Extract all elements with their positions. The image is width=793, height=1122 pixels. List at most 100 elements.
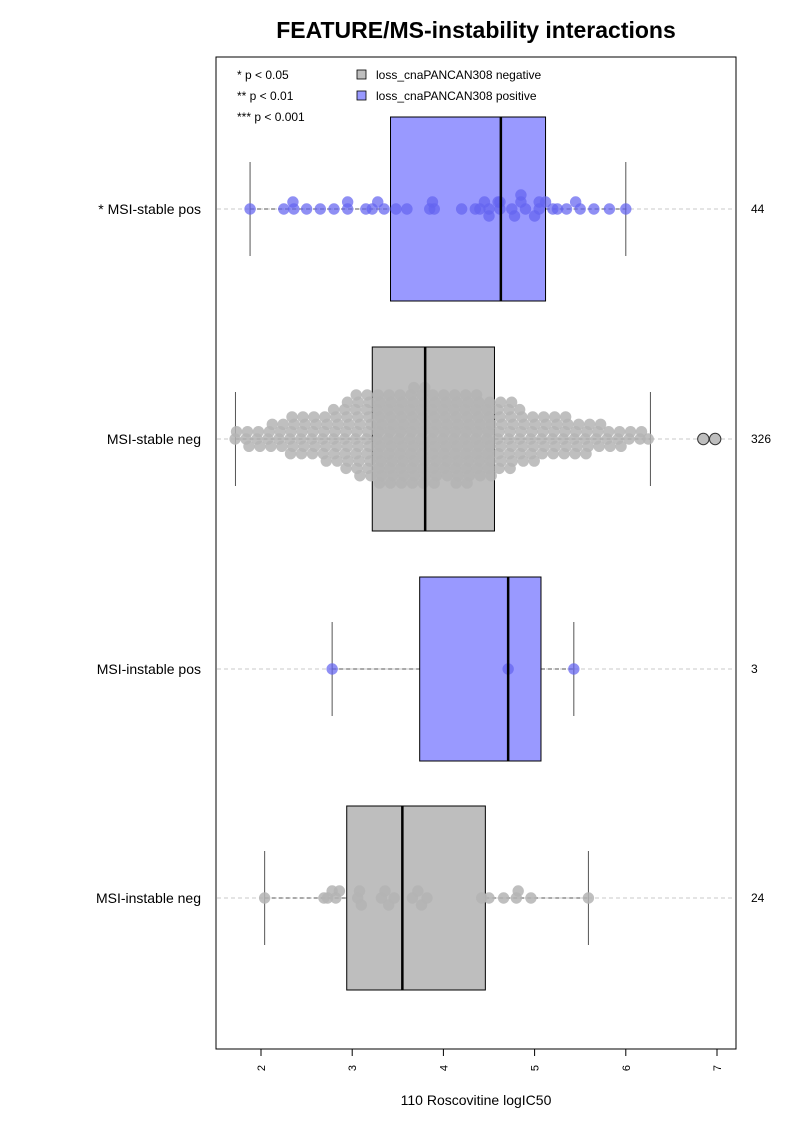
data-point — [582, 892, 595, 904]
data-point — [459, 389, 472, 401]
data-point — [353, 885, 366, 897]
data-point — [426, 196, 439, 208]
data-point — [508, 210, 521, 222]
group-count: 326 — [751, 432, 771, 446]
group-label: MSI-instable pos — [97, 661, 201, 677]
data-point — [504, 462, 516, 475]
data-point — [328, 203, 340, 215]
data-point — [286, 411, 298, 423]
data-point — [568, 663, 580, 675]
data-point — [417, 477, 430, 489]
data-point — [497, 892, 510, 904]
data-point — [412, 885, 424, 897]
data-point — [494, 396, 507, 408]
data-point — [588, 203, 600, 215]
data-point — [421, 892, 433, 904]
group-label: MSI-stable neg — [107, 431, 201, 447]
data-point — [517, 455, 529, 467]
median-layer — [401, 117, 510, 990]
x-axis-label: 110 Roscovitine logIC50 — [401, 1092, 552, 1108]
data-point — [308, 411, 320, 423]
data-point — [538, 411, 550, 423]
data-point — [470, 389, 483, 401]
data-point — [254, 440, 266, 453]
data-point — [341, 396, 354, 408]
data-point — [594, 418, 607, 430]
data-point — [278, 203, 290, 215]
data-point — [593, 440, 605, 453]
data-point — [620, 203, 632, 215]
group-label: * MSI-stable pos — [98, 201, 201, 217]
legend-swatch — [356, 90, 367, 101]
data-point — [287, 196, 299, 208]
data-point — [569, 196, 582, 208]
data-point — [478, 196, 491, 208]
data-point — [513, 403, 526, 416]
data-point — [320, 455, 332, 467]
x-tick-label: 2 — [256, 1065, 268, 1071]
outlier-point — [708, 432, 722, 446]
data-point — [548, 411, 561, 423]
data-point — [528, 455, 540, 467]
data-point — [512, 885, 524, 897]
data-point — [265, 440, 277, 453]
x-tick-label: 7 — [712, 1065, 724, 1071]
data-point — [527, 411, 539, 423]
data-point — [485, 470, 497, 482]
data-point — [350, 389, 362, 401]
data-point — [354, 470, 366, 482]
data-point — [394, 389, 406, 401]
legend-swatch — [356, 69, 367, 80]
points-layer — [229, 189, 722, 911]
data-point — [327, 403, 340, 416]
data-point — [331, 455, 343, 467]
data-point — [295, 448, 308, 460]
data-point — [372, 389, 384, 401]
data-point — [536, 448, 548, 460]
data-point — [569, 448, 581, 460]
data-point — [559, 411, 572, 423]
data-point — [383, 389, 395, 401]
group-count: 24 — [751, 891, 765, 905]
data-point — [373, 477, 386, 489]
data-point — [306, 448, 319, 460]
x-tick-label: 4 — [438, 1065, 450, 1071]
data-point — [401, 203, 413, 215]
grid-lines — [217, 208, 735, 899]
data-point — [580, 448, 592, 460]
data-point — [525, 892, 537, 904]
data-point — [573, 418, 585, 430]
significance-legend-item: ** p < 0.01 — [237, 89, 294, 103]
data-point — [528, 210, 541, 222]
data-point — [438, 389, 450, 401]
data-point — [340, 462, 352, 475]
data-point — [408, 381, 420, 394]
data-point — [341, 196, 354, 208]
data-point — [547, 448, 559, 460]
data-point — [604, 440, 616, 453]
box-iqr — [390, 116, 547, 302]
data-point — [515, 189, 527, 201]
data-point — [355, 899, 368, 911]
outlier-point — [697, 432, 710, 446]
data-point — [365, 470, 377, 482]
data-point — [244, 203, 256, 215]
data-point — [483, 210, 495, 222]
data-point — [615, 440, 627, 453]
data-point — [474, 470, 486, 482]
data-point — [635, 425, 648, 438]
data-point — [395, 477, 408, 489]
group-count: 44 — [751, 202, 765, 216]
data-point — [243, 440, 255, 453]
data-point — [603, 203, 616, 215]
significance-legend-item: *** p < 0.001 — [237, 110, 305, 124]
chart-title: FEATURE/MS-instability interactions — [276, 17, 676, 43]
data-point — [428, 477, 440, 489]
data-point — [384, 477, 397, 489]
x-tick-label: 3 — [347, 1065, 359, 1071]
data-point — [230, 425, 243, 438]
data-point — [583, 418, 596, 430]
data-point — [642, 433, 654, 445]
data-point — [551, 203, 564, 215]
